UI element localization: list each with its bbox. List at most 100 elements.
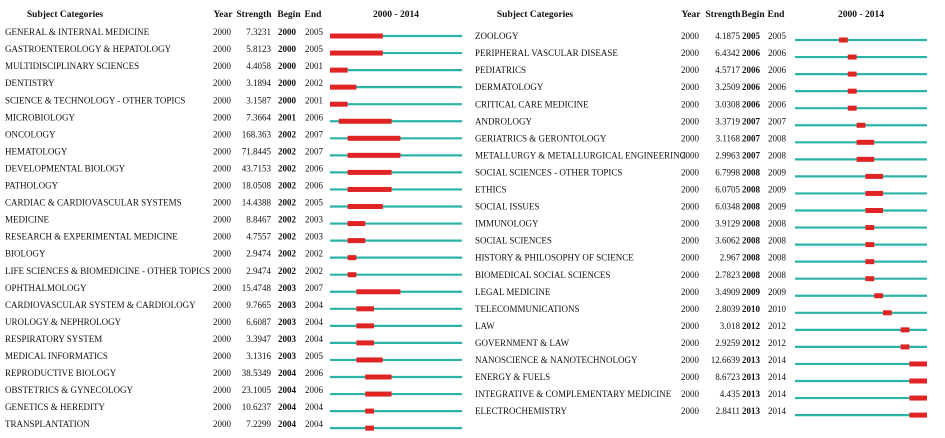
burst-bar — [909, 412, 927, 418]
begin: 2008 — [742, 219, 761, 229]
end: 2007 — [768, 116, 787, 126]
category: GASTROENTEROLOGY & HEPATOLOGY — [5, 44, 172, 54]
year: 2000 — [213, 95, 232, 105]
begin: 2012 — [742, 338, 761, 348]
begin: 2008 — [742, 270, 761, 280]
year: 2000 — [213, 163, 232, 173]
header-begin: Begin — [277, 10, 301, 20]
burst-bar — [874, 293, 883, 299]
strength: 3.6062 — [715, 236, 740, 246]
end: 2005 — [768, 31, 787, 41]
year: 2000 — [681, 65, 700, 75]
burst-bar — [865, 276, 875, 282]
end: 2007 — [305, 283, 324, 293]
burst-bar — [338, 118, 392, 124]
strength: 6.0348 — [715, 202, 740, 212]
end: 2006 — [305, 181, 324, 191]
begin: 2013 — [742, 372, 761, 382]
burst-bar — [865, 242, 875, 248]
category: DENTISTRY — [5, 78, 55, 88]
begin: 2013 — [742, 355, 761, 365]
year: 2000 — [213, 215, 232, 225]
header-year: Year — [214, 10, 234, 20]
end: 2008 — [768, 253, 787, 263]
burst-bar — [330, 67, 348, 73]
category: TRANSPLANTATION — [5, 419, 90, 429]
category: GERIATRICS & GERONTOLOGY — [475, 133, 607, 143]
end: 2004 — [305, 300, 324, 310]
burst-bar — [356, 340, 374, 346]
strength: 3.3719 — [715, 116, 740, 126]
strength: 4.1875 — [715, 31, 740, 41]
begin: 2002 — [278, 163, 297, 173]
category: HEMATOLOGY — [5, 146, 68, 156]
begin: 2007 — [742, 150, 761, 160]
burst-bar — [847, 88, 857, 94]
strength: 8.8467 — [246, 215, 271, 225]
year: 2000 — [213, 78, 232, 88]
burst-bar — [865, 173, 883, 179]
burst-bar — [865, 208, 883, 213]
category: RESEARCH & EXPERIMENTAL MEDICINE — [5, 232, 178, 242]
category: ONCOLOGY — [5, 129, 56, 139]
burst-bar — [330, 50, 383, 56]
begin: 2008 — [742, 236, 761, 246]
category: ETHICS — [475, 185, 507, 195]
year: 2000 — [681, 219, 700, 229]
end: 2006 — [768, 99, 787, 109]
end: 2006 — [768, 48, 787, 58]
year: 2000 — [681, 82, 700, 92]
category: DERMATOLOGY — [475, 82, 544, 92]
burst-bar — [356, 306, 374, 312]
begin: 2013 — [742, 406, 761, 416]
strength: 3.018 — [720, 321, 741, 331]
strength: 10.6237 — [242, 402, 272, 412]
burst-bar — [847, 54, 857, 60]
begin: 2002 — [278, 266, 297, 276]
strength: 168.363 — [242, 129, 272, 139]
strength: 2.8411 — [716, 406, 740, 416]
end: 2008 — [768, 133, 787, 143]
begin: 2004 — [278, 368, 297, 378]
strength: 2.8039 — [715, 304, 740, 314]
category: CARDIOVASCULAR SYSTEM & CARDIOLOGY — [5, 300, 196, 310]
strength: 3.2509 — [715, 82, 740, 92]
year: 2000 — [213, 385, 232, 395]
strength: 6.0705 — [715, 185, 740, 195]
category: BIOLOGY — [5, 249, 46, 259]
burst-bar — [883, 310, 892, 316]
begin: 2003 — [278, 317, 297, 327]
category: SOCIAL ISSUES — [475, 202, 539, 212]
burst-bar — [856, 122, 866, 128]
year: 2000 — [213, 402, 232, 412]
year: 2000 — [213, 249, 232, 259]
strength: 6.4342 — [715, 48, 740, 58]
category: ZOOLOGY — [475, 31, 519, 41]
year: 2000 — [681, 287, 700, 297]
end: 2005 — [305, 198, 324, 208]
category: GENETICS & HEREDITY — [5, 402, 105, 412]
end: 2009 — [768, 185, 787, 195]
end: 2003 — [305, 232, 324, 242]
strength: 71.8445 — [242, 146, 272, 156]
year: 2000 — [681, 31, 700, 41]
category: OPHTHALMOLOGY — [5, 283, 87, 293]
end: 2005 — [305, 27, 324, 37]
begin: 2004 — [278, 419, 297, 429]
end: 2014 — [768, 389, 787, 399]
burst-bar — [356, 357, 383, 363]
burst-bar — [865, 259, 875, 265]
category: IMMUNOLOGY — [475, 219, 539, 229]
end: 2004 — [305, 317, 324, 327]
strength: 3.3947 — [246, 334, 271, 344]
end: 2006 — [305, 112, 324, 122]
category: CRITICAL CARE MEDICINE — [475, 99, 589, 109]
begin: 2000 — [278, 27, 297, 37]
end: 2008 — [768, 270, 787, 280]
begin: 2006 — [742, 99, 761, 109]
category: NANOSCIENCE & NANOTECHNOLOGY — [475, 355, 638, 365]
end: 2009 — [768, 167, 787, 177]
strength: 23.1005 — [242, 385, 272, 395]
end: 2002 — [305, 249, 323, 259]
burst-bar — [330, 33, 383, 39]
